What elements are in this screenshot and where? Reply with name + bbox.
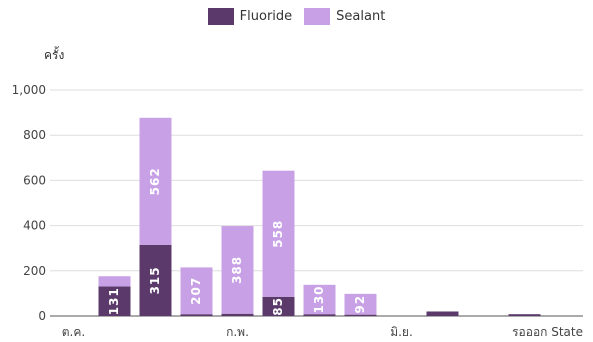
legend-label-sealant: Sealant xyxy=(336,9,386,24)
bar-sealant xyxy=(221,226,254,314)
bar-value-label: 562 xyxy=(148,167,162,195)
y-tick-label: 800 xyxy=(23,128,46,142)
bar-fluoride xyxy=(303,314,336,316)
bar-value-label: 558 xyxy=(271,220,285,248)
legend-swatch-sealant xyxy=(304,8,331,25)
y-tick-label: 600 xyxy=(23,173,46,187)
y-tick-label: 1,000 xyxy=(12,83,46,97)
x-tick-label: มิ.ย. xyxy=(390,325,413,339)
bar-sealant xyxy=(180,267,213,315)
bar-fluoride xyxy=(98,286,131,316)
bar-fluoride xyxy=(344,314,377,316)
bar-sealant xyxy=(344,293,377,315)
bar-sealant xyxy=(262,170,295,297)
bar-fluoride xyxy=(180,314,213,316)
y-tick-label: 0 xyxy=(38,309,46,323)
bar-fluoride xyxy=(221,313,254,316)
bar-fluoride xyxy=(508,314,541,316)
chart-legend: Fluoride Sealant xyxy=(0,8,593,25)
bar-fluoride xyxy=(426,311,459,316)
bar-value-label: 85 xyxy=(271,297,285,316)
bar-value-label: 92 xyxy=(353,295,367,314)
bar-fluoride xyxy=(262,296,295,316)
bar-sealant xyxy=(98,276,131,287)
x-tick-label: ต.ค. xyxy=(62,325,85,339)
x-tick-label: ก.พ. xyxy=(226,325,249,339)
bar-value-label: 130 xyxy=(312,285,326,313)
bar-value-label: 207 xyxy=(189,277,203,305)
legend-item-fluoride[interactable]: Fluoride xyxy=(207,8,293,25)
y-tick-label: 400 xyxy=(23,219,46,233)
y-axis-label: ครั้ง xyxy=(44,48,65,62)
bar-value-label: 388 xyxy=(230,256,244,284)
legend-label-fluoride: Fluoride xyxy=(239,9,293,24)
bar-value-label: 315 xyxy=(148,266,162,294)
bar-fluoride xyxy=(139,244,172,316)
bar-value-label: 131 xyxy=(107,287,121,315)
x-tick-label: รอออก State xyxy=(512,325,583,339)
legend-swatch-fluoride xyxy=(207,8,234,25)
y-tick-label: 200 xyxy=(23,264,46,278)
bar-sealant xyxy=(303,284,336,315)
bar-sealant xyxy=(139,117,172,245)
legend-item-sealant[interactable]: Sealant xyxy=(304,8,385,25)
